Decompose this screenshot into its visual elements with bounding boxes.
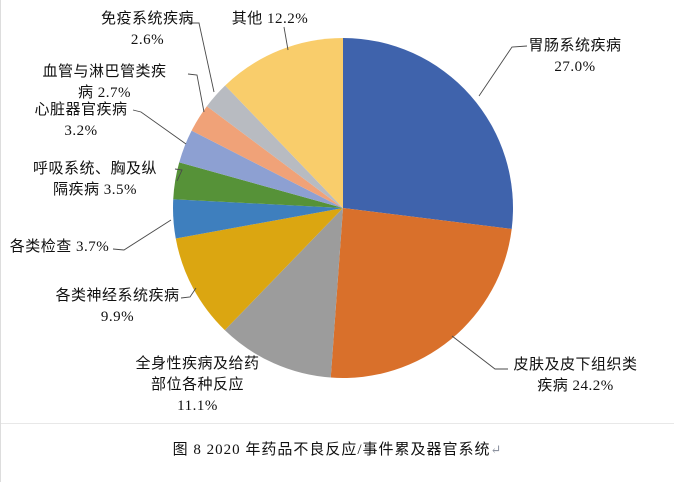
slice-label-line: 其他 12.2% <box>231 11 309 27</box>
slice-label-line: 胃肠系统疾病 <box>528 38 622 54</box>
leader-line-0 <box>478 45 528 97</box>
slice-label-line: 3.2% <box>64 123 98 139</box>
leader-line-5 <box>174 168 183 182</box>
leader-line-1 <box>451 335 508 370</box>
paragraph-return-icon: ↵ <box>490 442 502 457</box>
leader-line-4 <box>112 219 172 251</box>
slice-label-line: 心脏器官疾病 <box>34 102 128 118</box>
slice-label-line: 9.9% <box>100 309 135 325</box>
slice-label-line: 免疫系统疾病 <box>100 11 194 27</box>
pie-slice-3 <box>175 208 343 331</box>
slice-label-line: 隔疾病 3.5% <box>53 182 137 198</box>
slice-label-line: 11.1% <box>177 398 218 414</box>
slice-label-line: 疾病 24.2% <box>537 378 614 394</box>
leader-line-8 <box>188 22 215 93</box>
slice-label-line: 血管与淋巴管类疾 <box>42 64 167 80</box>
slice-label-line: 全身性疾病及给药 <box>135 356 260 372</box>
page-edge-line-vertical <box>0 0 1 482</box>
slice-label-9: 其他 12.2% <box>215 9 325 30</box>
leader-line-7 <box>187 73 205 113</box>
pie-slice-7 <box>191 106 343 208</box>
slice-label-6: 心脏器官疾病 3.2% <box>21 100 141 142</box>
slice-label-1: 皮肤及皮下组织类 疾病 24.2% <box>498 355 653 397</box>
pie-chart <box>112 22 528 379</box>
pie-slice-2 <box>224 208 343 378</box>
slice-label-0: 胃肠系统疾病 27.0% <box>505 36 645 78</box>
slice-label-line: 2.6% <box>130 32 165 48</box>
leader-line-9 <box>283 26 289 51</box>
pie-slice-8 <box>206 85 343 208</box>
pie-slice-9 <box>225 38 343 208</box>
slice-label-3: 各类神经系统疾病 9.9% <box>40 286 195 328</box>
slice-label-2: 全身性疾病及给药 部位各种反应 11.1% <box>110 354 285 417</box>
leader-line-6 <box>132 109 187 145</box>
slice-label-line: 27.0% <box>554 59 596 75</box>
slice-label-line: 各类检查 3.7% <box>9 239 110 255</box>
slice-label-8: 免疫系统疾病 2.6% <box>75 9 220 51</box>
slice-label-7: 血管与淋巴管类疾病 2.7% <box>17 62 192 104</box>
figure-caption-text: 图 8 2020 年药品不良反应/事件累及器官系统 <box>172 442 491 458</box>
pie-slice-5 <box>173 162 343 208</box>
leader-line-3 <box>180 287 197 299</box>
slice-label-5: 呼吸系统、胸及纵 隔疾病 3.5% <box>10 159 180 201</box>
slice-label-line: 皮肤及皮下组织类 <box>513 357 638 373</box>
slice-label-line: 呼吸系统、胸及纵 <box>32 161 157 177</box>
chart-frame-bottom-line <box>0 423 674 424</box>
pie-slice-4 <box>173 199 343 239</box>
slice-label-4: 各类检查 3.7% <box>2 237 117 258</box>
slice-label-line: 病 2.7% <box>78 85 131 101</box>
pie-slice-1 <box>330 208 512 379</box>
slice-label-line: 部位各种反应 <box>150 377 244 393</box>
pie-slice-6 <box>179 130 343 208</box>
pie-slice-0 <box>343 38 514 230</box>
slice-label-line: 各类神经系统疾病 <box>55 288 180 304</box>
figure-caption: 图 8 2020 年药品不良反应/事件累及器官系统↵ <box>0 438 674 459</box>
